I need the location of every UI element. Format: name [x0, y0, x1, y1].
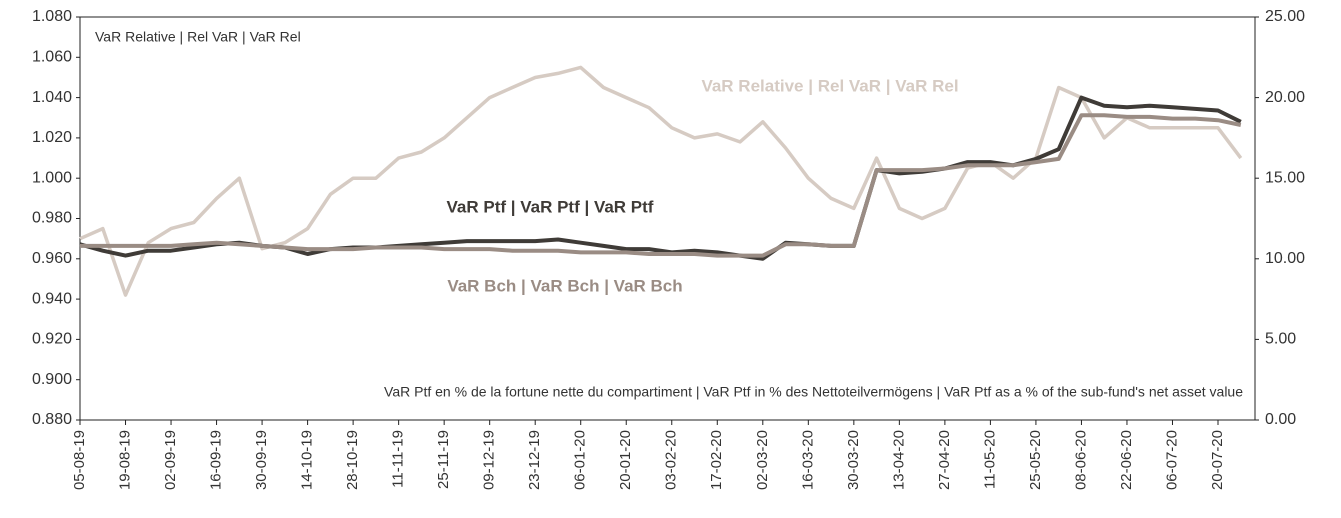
- y-tick-label: 1.020: [32, 129, 72, 146]
- y2-tick-label: 20.00: [1265, 89, 1305, 106]
- x-tick-label: 02-09-19: [162, 430, 179, 490]
- y2-tick-label: 0.00: [1265, 411, 1296, 428]
- x-tick-label: 17-02-20: [708, 430, 725, 490]
- y-tick-label: 1.040: [32, 89, 72, 106]
- x-tick-label: 09-12-19: [481, 430, 498, 490]
- x-tick-label: 06-07-20: [1163, 430, 1180, 490]
- x-tick-label: 06-01-20: [572, 430, 589, 490]
- x-tick-label: 11-05-20: [981, 430, 998, 489]
- y2-tick-label: 25.00: [1265, 8, 1305, 25]
- series-label: VaR Relative | Rel VaR | VaR Rel: [701, 76, 958, 95]
- x-tick-label: 11-11-19: [390, 430, 407, 488]
- x-tick-label: 20-07-20: [1209, 430, 1226, 490]
- y-tick-label: 0.900: [32, 371, 72, 388]
- y-tick-label: 1.080: [32, 8, 72, 25]
- y2-tick-label: 15.00: [1265, 169, 1305, 186]
- note: VaR Ptf en % de la fortune nette du comp…: [384, 384, 1243, 400]
- y2-tick-label: 10.00: [1265, 250, 1305, 267]
- x-tick-label: 30-09-19: [253, 430, 270, 490]
- x-tick-label: 03-02-20: [663, 430, 680, 490]
- series-line: [79, 65, 1243, 297]
- x-tick-label: 08-06-20: [1072, 430, 1089, 490]
- y-tick-label: 0.960: [32, 250, 72, 267]
- x-tick-label: 20-01-20: [617, 430, 634, 490]
- y-tick-label: 1.060: [32, 49, 72, 66]
- y-tick-label: 0.920: [32, 331, 72, 348]
- x-tick-label: 28-10-19: [344, 430, 361, 490]
- x-tick-label: 25-05-20: [1027, 430, 1044, 490]
- series-label: VaR Bch | VaR Bch | VaR Bch: [447, 276, 682, 295]
- y-tick-label: 0.940: [32, 290, 72, 307]
- y-tick-label: 0.980: [32, 210, 72, 227]
- axis-title: VaR Relative | Rel VaR | VaR Rel: [95, 29, 301, 45]
- x-tick-label: 23-12-19: [526, 430, 543, 490]
- y-tick-label: 0.880: [32, 411, 72, 428]
- x-tick-label: 05-08-19: [71, 430, 88, 490]
- x-tick-label: 13-04-20: [890, 430, 907, 490]
- x-tick-label: 25-11-19: [435, 430, 452, 489]
- plot-frame: [79, 16, 1256, 421]
- series-line: [79, 95, 1242, 261]
- series-line: [80, 113, 1242, 258]
- x-tick-label: 22-06-20: [1118, 430, 1135, 490]
- x-tick-label: 27-04-20: [936, 430, 953, 490]
- x-tick-label: 16-03-20: [799, 430, 816, 490]
- series-label: VaR Ptf | VaR Ptf | VaR Ptf: [447, 197, 654, 216]
- x-tick-label: 02-03-20: [754, 430, 771, 490]
- x-tick-label: 30-03-20: [845, 430, 862, 490]
- y2-tick-label: 5.00: [1265, 331, 1296, 348]
- y-tick-label: 1.000: [32, 169, 72, 186]
- x-tick-label: 14-10-19: [299, 430, 316, 490]
- x-tick-label: 19-08-19: [116, 430, 133, 490]
- x-tick-label: 16-09-19: [208, 430, 225, 490]
